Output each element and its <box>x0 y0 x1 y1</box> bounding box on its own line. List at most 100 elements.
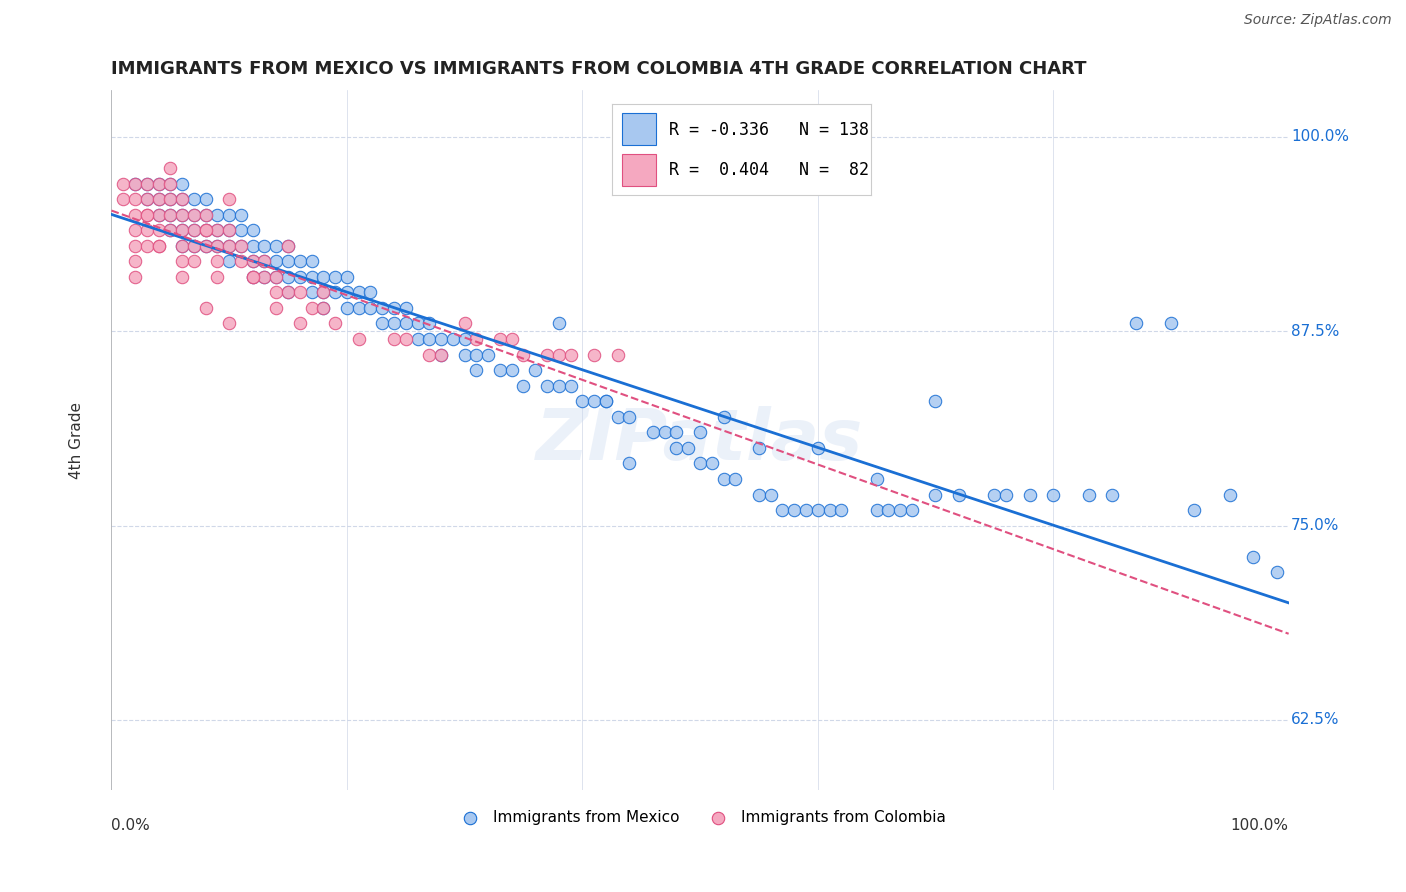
Point <box>264 239 287 253</box>
Point <box>453 348 475 362</box>
Point <box>253 239 276 253</box>
Point <box>242 254 264 268</box>
Point <box>124 254 146 268</box>
Point <box>323 285 346 300</box>
Point <box>830 503 852 517</box>
Point <box>207 269 229 284</box>
Point <box>207 254 229 268</box>
Point <box>983 487 1005 501</box>
Point <box>135 192 157 206</box>
Point <box>159 208 181 222</box>
Point <box>124 208 146 222</box>
Point <box>759 487 782 501</box>
Point <box>347 285 370 300</box>
Text: 0.0%: 0.0% <box>111 818 150 833</box>
Point <box>148 208 170 222</box>
Point <box>619 409 641 424</box>
Point <box>1219 487 1241 501</box>
Point <box>807 503 830 517</box>
Point <box>194 223 217 237</box>
Point <box>489 363 512 377</box>
Point <box>159 177 181 191</box>
Point <box>264 269 287 284</box>
Point <box>277 285 299 300</box>
Text: ZIPatlas: ZIPatlas <box>536 406 863 475</box>
Point <box>783 503 806 517</box>
Point <box>418 332 440 346</box>
Point <box>242 269 264 284</box>
Point <box>135 177 157 191</box>
Point <box>453 332 475 346</box>
Point <box>148 208 170 222</box>
Point <box>748 441 770 455</box>
Point <box>501 363 523 377</box>
Point <box>183 239 205 253</box>
Point <box>218 223 240 237</box>
Point <box>312 285 335 300</box>
Point <box>359 285 381 300</box>
Point <box>560 378 582 392</box>
Point <box>406 332 429 346</box>
Point <box>170 223 193 237</box>
Point <box>170 239 193 253</box>
Point <box>277 269 299 284</box>
Point <box>583 394 606 409</box>
Point <box>678 441 700 455</box>
Point <box>159 161 181 175</box>
Point <box>194 223 217 237</box>
Point <box>347 332 370 346</box>
Point <box>288 285 311 300</box>
Point <box>606 409 628 424</box>
Point <box>1018 487 1040 501</box>
Point <box>194 208 217 222</box>
Point <box>547 317 569 331</box>
Point <box>336 269 359 284</box>
Point <box>689 425 711 440</box>
Point <box>406 317 429 331</box>
Point <box>288 254 311 268</box>
Point <box>382 332 405 346</box>
Point <box>336 301 359 315</box>
Point <box>1241 549 1264 564</box>
Point <box>242 223 264 237</box>
Point <box>264 269 287 284</box>
Point <box>948 487 970 501</box>
Point <box>135 223 157 237</box>
Point <box>441 332 464 346</box>
Point <box>418 348 440 362</box>
Point <box>264 301 287 315</box>
Point <box>159 192 181 206</box>
Point <box>253 269 276 284</box>
Point <box>312 301 335 315</box>
Point <box>277 254 299 268</box>
Point <box>477 348 499 362</box>
Point <box>170 192 193 206</box>
Point <box>665 425 688 440</box>
Point <box>312 269 335 284</box>
Point <box>536 378 558 392</box>
Point <box>547 348 569 362</box>
Point <box>229 223 252 237</box>
Point <box>124 177 146 191</box>
Point <box>877 503 900 517</box>
Point <box>135 208 157 222</box>
Point <box>606 348 628 362</box>
Point <box>418 317 440 331</box>
Point <box>560 348 582 362</box>
Point <box>288 269 311 284</box>
Point <box>536 348 558 362</box>
Point <box>242 269 264 284</box>
Point <box>512 348 534 362</box>
Point <box>170 254 193 268</box>
Point <box>148 177 170 191</box>
Point <box>159 177 181 191</box>
Point <box>465 332 488 346</box>
Point <box>654 425 676 440</box>
Point <box>170 177 193 191</box>
Point <box>1160 317 1182 331</box>
Point <box>229 239 252 253</box>
Point <box>183 223 205 237</box>
Point <box>218 192 240 206</box>
Point <box>207 223 229 237</box>
Point <box>1077 487 1099 501</box>
